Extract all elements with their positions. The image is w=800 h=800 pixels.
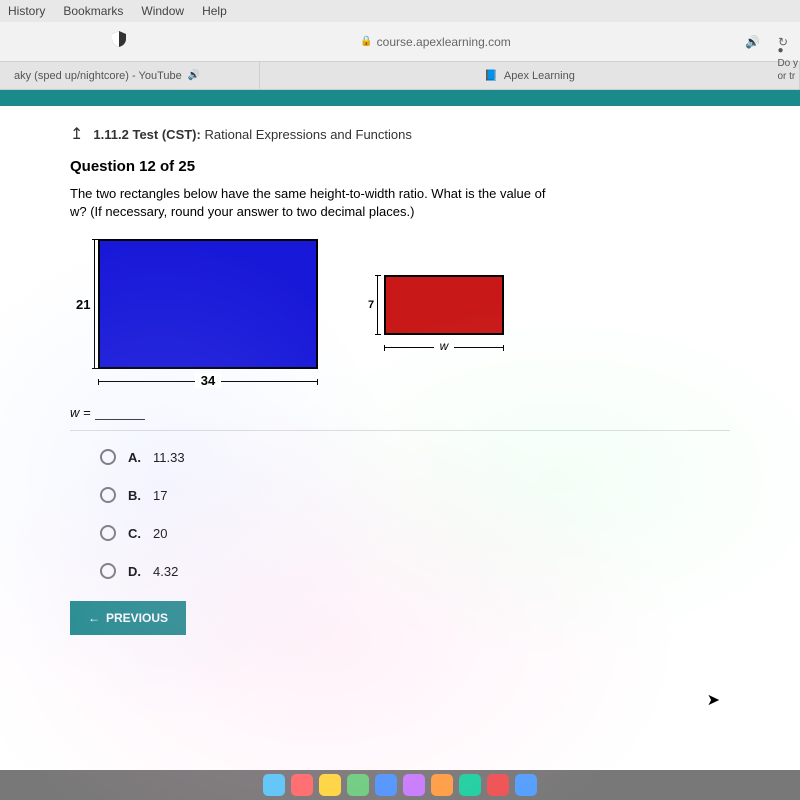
question-page: ↥ 1.11.2 Test (CST): Rational Expression… (0, 106, 800, 770)
small-rectangle (384, 275, 504, 335)
breadcrumb-title: Test (CST): (132, 127, 200, 142)
big-rect-height-label: 21 (76, 297, 90, 312)
mouse-cursor: ➤ (707, 690, 720, 710)
big-rectangle (98, 239, 318, 369)
answer-blank[interactable] (95, 419, 145, 420)
question-number: Question 12 of 25 (70, 158, 730, 175)
dock-app-8[interactable] (459, 774, 481, 796)
answer-options: A. 11.33 B. 17 C. 20 D. 4.32 (100, 449, 730, 579)
answer-line: w = (70, 405, 730, 420)
audio-icon[interactable]: 🔊 (745, 35, 760, 49)
big-rect-width-label: 34 (195, 373, 221, 388)
breadcrumb: ↥ 1.11.2 Test (CST): Rational Expression… (70, 124, 730, 144)
breadcrumb-topic: Rational Expressions and Functions (204, 127, 411, 142)
menu-bookmarks[interactable]: Bookmarks (63, 4, 123, 18)
menu-window[interactable]: Window (141, 4, 184, 18)
lock-icon: 🔒 (360, 36, 372, 47)
option-d[interactable]: D. 4.32 (100, 563, 730, 579)
option-b[interactable]: B. 17 (100, 487, 730, 503)
previous-button[interactable]: ← PREVIOUS (70, 601, 186, 635)
separator (70, 430, 730, 431)
arrow-left-icon: ← (88, 611, 100, 625)
dock-app-5[interactable] (375, 774, 397, 796)
menu-history[interactable]: History (8, 4, 45, 18)
mac-dock (0, 770, 800, 800)
dock-app-4[interactable] (347, 774, 369, 796)
url-text: course.apexlearning.com (377, 35, 511, 49)
question-prompt: The two rectangles below have the same h… (70, 185, 550, 221)
dock-app-1[interactable] (263, 774, 285, 796)
dock-app-3[interactable] (319, 774, 341, 796)
small-rect-width-label: w (434, 339, 455, 353)
option-c[interactable]: C. 20 (100, 525, 730, 541)
big-rectangle-group: 21 34 (70, 239, 318, 391)
cutoff-widget-text: ● Do y or tr (777, 44, 798, 83)
radio-a[interactable] (100, 449, 116, 465)
tab-youtube[interactable]: aky (sped up/nightcore) - YouTube 🔊 (0, 62, 260, 89)
dock-app-10[interactable] (515, 774, 537, 796)
radio-d[interactable] (100, 563, 116, 579)
option-a[interactable]: A. 11.33 (100, 449, 730, 465)
apex-header-bar (0, 90, 800, 106)
mac-menubar: History Bookmarks Window Help (0, 0, 800, 22)
browser-toolbar: 🔒 course.apexlearning.com 🔊 ↻ (0, 22, 800, 62)
tab-apex[interactable]: 📘 Apex Learning (260, 62, 800, 89)
tab-audio-icon: 🔊 (188, 70, 200, 81)
radio-c[interactable] (100, 525, 116, 541)
tab-favicon: 📘 (484, 69, 498, 82)
menu-help[interactable]: Help (202, 4, 227, 18)
dock-app-9[interactable] (487, 774, 509, 796)
browser-tabbar: aky (sped up/nightcore) - YouTube 🔊 📘 Ap… (0, 62, 800, 90)
rectangles-diagram: 21 34 7 w (70, 239, 730, 391)
dock-app-7[interactable] (431, 774, 453, 796)
shield-icon[interactable] (112, 31, 126, 52)
small-rectangle-group: 7 w (368, 239, 504, 353)
breadcrumb-code: 1.11.2 (93, 127, 128, 142)
back-arrow-icon[interactable]: ↥ (70, 124, 83, 144)
dock-app-2[interactable] (291, 774, 313, 796)
url-bar[interactable]: 🔒 course.apexlearning.com (126, 35, 745, 49)
dock-app-6[interactable] (403, 774, 425, 796)
small-rect-height-label: 7 (368, 299, 374, 311)
radio-b[interactable] (100, 487, 116, 503)
